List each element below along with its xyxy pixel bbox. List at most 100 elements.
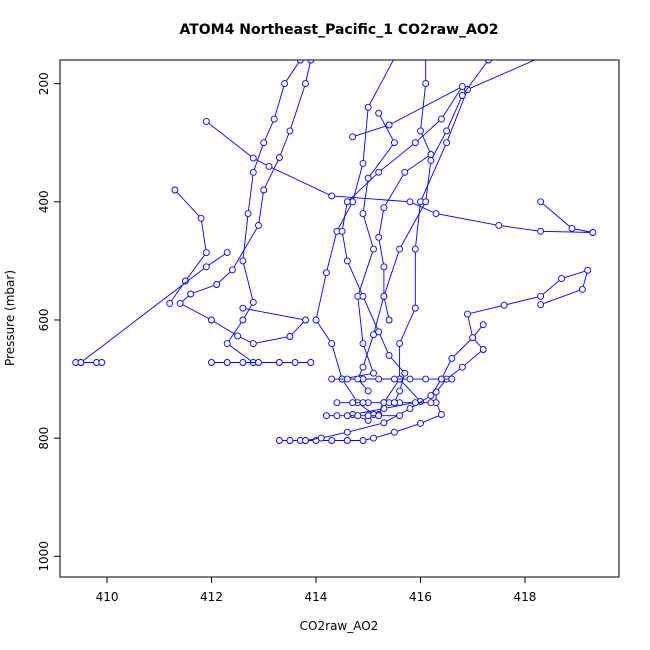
series-1: [202, 117, 597, 236]
data-point: [427, 156, 435, 164]
series-6: [166, 186, 210, 307]
data-point: [302, 316, 309, 324]
data-point: [458, 92, 466, 99]
data-point: [275, 437, 283, 444]
data-point: [422, 198, 430, 206]
data-point: [275, 154, 283, 161]
data-point: [411, 304, 419, 312]
data-point: [422, 80, 430, 88]
y-tick-label: 600: [37, 309, 51, 332]
data-point: [349, 133, 357, 141]
data-point: [443, 139, 451, 147]
data-point: [364, 387, 372, 395]
data-point: [328, 375, 336, 383]
data-point: [317, 434, 325, 442]
data-point: [427, 151, 435, 158]
data-point: [537, 292, 545, 300]
y-axis-label: Pressure (mbar): [3, 270, 17, 366]
data-point: [375, 412, 383, 420]
data-point: [249, 340, 257, 348]
data-point: [396, 412, 404, 420]
data-point: [458, 363, 466, 371]
data-point: [406, 375, 414, 383]
series-12: [333, 399, 435, 407]
data-point: [390, 399, 398, 407]
data-point: [411, 139, 419, 147]
x-tick-label: 410: [96, 590, 119, 604]
data-point: [286, 437, 294, 444]
data-point: [589, 229, 597, 236]
data-point: [364, 103, 372, 111]
x-tick-label: 414: [305, 590, 328, 604]
data-point: [390, 375, 398, 383]
data-point: [417, 127, 424, 135]
data-point: [359, 363, 367, 371]
data-point: [370, 369, 377, 377]
data-point: [558, 275, 565, 283]
data-point: [411, 399, 419, 407]
data-point: [176, 299, 184, 307]
data-point: [385, 121, 393, 129]
data-point: [370, 434, 377, 442]
data-point: [223, 359, 231, 366]
data-point: [370, 331, 377, 339]
data-point: [349, 399, 357, 407]
data-point: [354, 375, 362, 383]
data-point: [500, 301, 508, 309]
data-point: [359, 210, 367, 218]
x-tick-label: 418: [514, 590, 537, 604]
data-point: [270, 115, 278, 123]
data-point: [458, 83, 466, 91]
data-point: [166, 299, 174, 307]
data-point: [249, 154, 257, 162]
data-point: [302, 437, 309, 444]
data-point: [375, 233, 383, 241]
data-point: [228, 266, 236, 274]
data-point: [296, 60, 304, 64]
data-point: [249, 168, 257, 176]
data-point: [411, 245, 419, 253]
data-point: [343, 257, 351, 265]
data-point: [328, 437, 336, 444]
data-point: [343, 375, 351, 383]
data-point: [260, 139, 268, 147]
series-line: [342, 112, 422, 421]
data-point: [584, 266, 592, 274]
data-point: [380, 263, 388, 271]
data-point: [275, 359, 283, 366]
x-axis: 410 412 414 416 418: [96, 577, 537, 604]
data-point: [375, 168, 383, 176]
data-point: [380, 419, 388, 427]
data-point: [359, 399, 367, 407]
data-point: [437, 375, 445, 383]
data-point: [239, 316, 247, 324]
data-point: [312, 316, 320, 324]
data-point: [255, 221, 262, 229]
series-13: [322, 412, 404, 420]
data-point: [197, 214, 205, 222]
data-point: [98, 359, 106, 366]
data-point: [354, 412, 362, 420]
data-point: [77, 359, 85, 366]
data-point: [223, 340, 231, 348]
data-point: [385, 316, 393, 324]
series-9: [275, 266, 592, 444]
data-point: [187, 290, 195, 298]
data-point: [281, 80, 289, 88]
data-point: [265, 162, 273, 170]
data-point: [537, 301, 545, 309]
data-point: [239, 257, 247, 265]
data-point: [380, 204, 388, 212]
data-point: [375, 328, 383, 336]
plot-frame: [59, 59, 620, 578]
data-point: [479, 321, 487, 329]
data-point: [495, 221, 503, 229]
data-point: [208, 316, 215, 324]
data-point: [343, 428, 351, 436]
series-16: [338, 83, 466, 407]
data-point: [396, 245, 404, 253]
data-point: [537, 198, 545, 206]
data-point: [260, 186, 268, 194]
data-point: [359, 340, 367, 348]
